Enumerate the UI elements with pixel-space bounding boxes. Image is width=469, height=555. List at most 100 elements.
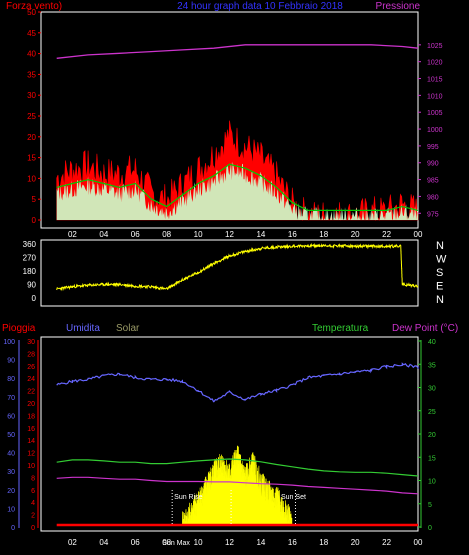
hour-tick-label: 14	[256, 538, 265, 547]
hour-tick-label: 08	[162, 538, 171, 547]
hour-tick-label: 20	[351, 230, 360, 239]
temperature-tick-label: 0	[428, 525, 432, 532]
hour-tick-label: 10	[194, 230, 203, 239]
humidity-tick-label: 90	[7, 358, 15, 365]
pressure-tick-label: 1015	[427, 77, 443, 84]
wind-tick-label: 15	[27, 154, 36, 163]
compass-label: W	[436, 254, 447, 266]
pressure-tick-label: 990	[427, 161, 439, 168]
hour-tick-label: 12	[225, 230, 234, 239]
hour-tick-label: 06	[131, 230, 140, 239]
rain-tick-label: 18	[27, 413, 35, 420]
solar-label: Solar	[116, 323, 140, 334]
rain-tick-label: 14	[27, 438, 35, 445]
pressure-tick-label: 1020	[427, 60, 443, 67]
wind-speed-fill	[56, 161, 418, 220]
wind-tick-label: 45	[27, 29, 36, 38]
rain-tick-label: 26	[27, 364, 35, 371]
direction-tick-label: 180	[23, 267, 37, 276]
rain-tick-label: 8	[31, 475, 35, 482]
compass-label: N	[436, 240, 444, 252]
humidity-tick-label: 80	[7, 376, 15, 383]
direction-tick-label: 0	[32, 294, 37, 303]
temperature-tick-label: 10	[428, 479, 436, 486]
wind-tick-label: 30	[27, 91, 36, 100]
temperature-tick-label: 25	[428, 409, 436, 416]
hour-tick-label: 02	[68, 230, 77, 239]
pressure-tick-label: 1000	[427, 127, 443, 134]
solar-series	[182, 445, 293, 525]
hour-tick-label: 04	[99, 538, 108, 547]
hour-tick-label: 12	[225, 538, 234, 547]
pressure-tick-label: 975	[427, 211, 439, 218]
temperature-series	[56, 458, 419, 477]
hour-tick-label: 16	[288, 230, 297, 239]
dewpoint-label: Dew Point (°C)	[392, 323, 458, 334]
wind-tick-label: 10	[27, 174, 36, 183]
compass-label: E	[436, 281, 443, 293]
temperature-tick-label: 30	[428, 386, 436, 393]
compass-label: N	[436, 294, 444, 306]
wind-tick-label: 20	[27, 133, 36, 142]
wind-axis-title: Forza vento)	[6, 1, 62, 12]
hour-tick-label: 04	[99, 230, 108, 239]
hour-tick-label: 16	[288, 538, 297, 547]
rain-tick-label: 20	[27, 401, 35, 408]
rain-tick-label: 24	[27, 376, 35, 383]
rain-tick-label: 12	[27, 451, 35, 458]
hour-tick-label: 20	[351, 538, 360, 547]
hour-tick-label: 22	[382, 230, 391, 239]
rain-label: Pioggia	[2, 323, 36, 334]
hour-tick-label: 10	[194, 538, 203, 547]
humidity-label: Umidita	[66, 323, 100, 334]
pressure-tick-label: 980	[427, 194, 439, 201]
humidity-tick-label: 70	[7, 395, 15, 402]
humidity-tick-label: 60	[7, 413, 15, 420]
rain-tick-label: 10	[27, 463, 35, 470]
temperature-tick-label: 15	[428, 455, 436, 462]
pressure-axis-title: Pressione	[376, 1, 421, 12]
temperature-label: Temperatura	[312, 323, 369, 334]
direction-plot-frame	[40, 239, 419, 307]
rain-tick-label: 0	[31, 525, 35, 532]
rain-tick-label: 16	[27, 426, 35, 433]
rain-tick-label: 28	[27, 351, 35, 358]
pressure-series	[56, 44, 419, 59]
chart-title: 24 hour graph data 10 Febbraio 2018	[177, 1, 343, 12]
rain-tick-label: 6	[31, 488, 35, 495]
direction-tick-label: 90	[27, 281, 36, 290]
dewpoint-series	[56, 476, 419, 495]
temperature-tick-label: 40	[428, 339, 436, 346]
pressure-tick-label: 985	[427, 178, 439, 185]
hour-tick-label: 18	[319, 538, 328, 547]
sun-set-label: Sun Set	[281, 494, 306, 501]
temperature-tick-label: 20	[428, 432, 436, 439]
wind-tick-label: 5	[32, 195, 37, 204]
top-plot-frame	[40, 11, 419, 229]
temperature-tick-label: 5	[428, 502, 432, 509]
wind-tick-label: 25	[27, 112, 36, 121]
pressure-tick-label: 1010	[427, 93, 443, 100]
hour-tick-label: 02	[68, 538, 77, 547]
humidity-tick-label: 30	[7, 469, 15, 476]
pressure-tick-label: 995	[427, 144, 439, 151]
humidity-tick-label: 50	[7, 432, 15, 439]
wind-tick-label: 0	[32, 216, 37, 225]
wind-direction-series	[56, 242, 419, 292]
hour-tick-label: 00	[414, 230, 423, 239]
direction-tick-label: 270	[23, 254, 37, 263]
pressure-tick-label: 1025	[427, 43, 443, 50]
compass-label: S	[436, 267, 443, 279]
humidity-tick-label: 20	[7, 488, 15, 495]
hour-tick-label: 22	[382, 538, 391, 547]
direction-tick-label: 360	[23, 240, 37, 249]
rain-tick-label: 4	[31, 500, 35, 507]
rain-tick-label: 30	[27, 339, 35, 346]
hour-tick-label: 14	[256, 230, 265, 239]
humidity-tick-label: 10	[7, 506, 15, 513]
hour-tick-label: 18	[319, 230, 328, 239]
wind-tick-label: 35	[27, 70, 36, 79]
temperature-tick-label: 35	[428, 362, 436, 369]
wind-tick-label: 40	[27, 50, 36, 59]
